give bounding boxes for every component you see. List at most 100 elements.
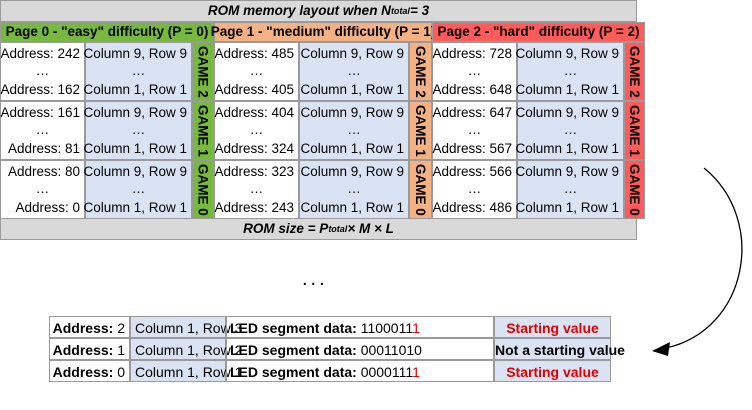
location-low: Column 1, Row 1	[300, 141, 404, 156]
address-cell: Address: 404 … Address: 324	[214, 101, 299, 160]
location-low: Column 1, Row 1	[515, 141, 619, 156]
page-0-header: Page 0 - "easy" difficulty (P = 0)	[0, 22, 214, 42]
address-cell: Address: 80 … Address: 0	[0, 160, 85, 219]
location-ellipsis: …	[563, 63, 578, 78]
game-label: GAME 0	[413, 163, 428, 216]
detail-location-cell: Column 1, Row 3	[130, 316, 242, 338]
detail-address-value: 2	[117, 320, 125, 336]
address-ellipsis: …	[35, 181, 50, 196]
address-high: Address: 323	[214, 164, 294, 179]
detail-status-cell: Starting value	[494, 360, 611, 382]
detail-led-bits: 0000111	[360, 364, 413, 380]
game-label-cell: GAME 0	[192, 160, 214, 219]
detail-table: Address: 2 Column 1, Row 3 LED segment dat…	[49, 316, 625, 382]
address-cell: Address: 242 … Address: 162	[0, 42, 85, 101]
footer-subscript: total	[328, 223, 348, 234]
location-cell: Column 9, Row 9 … Column 1, Row 1	[299, 101, 409, 160]
location-ellipsis: …	[563, 122, 578, 137]
location-high: Column 9, Row 9	[83, 105, 187, 120]
detail-location: Column 1, Row 3	[135, 320, 243, 336]
title-suffix: = 3	[409, 3, 430, 19]
page-2-header: Page 2 - "hard" difficulty (P = 2)	[432, 22, 645, 42]
address-ellipsis: …	[467, 122, 482, 137]
detail-status: Not a starting value	[495, 342, 625, 358]
location-ellipsis: …	[131, 122, 146, 137]
address-low: Address: 81	[7, 141, 80, 156]
detail-led-bits: 1100011	[360, 320, 413, 336]
page-1-header: Page 1 - "medium" difficulty (P = 1)	[211, 22, 435, 42]
detail-status-cell: Not a starting value	[494, 338, 625, 360]
address-ellipsis: …	[35, 63, 50, 78]
gap-ellipsis: ...	[302, 268, 328, 290]
footer-suffix: × M × L	[347, 221, 394, 237]
location-ellipsis: …	[347, 63, 361, 78]
game-label-cell: GAME 1	[192, 101, 214, 160]
address-low: Address: 0	[15, 200, 80, 215]
address-cell: Address: 485 … Address: 405	[214, 42, 299, 101]
location-low: Column 1, Row 1	[515, 200, 619, 215]
location-cell: Column 9, Row 9 … Column 1, Row 1	[83, 101, 192, 160]
address-low: Address: 567	[432, 141, 512, 156]
detail-led-label: LED segment data:	[230, 320, 357, 336]
detail-led-label: LED segment data:	[230, 342, 357, 358]
address-high: Address: 242	[0, 46, 80, 61]
address-ellipsis: …	[249, 122, 264, 137]
location-cell: Column 9, Row 9 … Column 1, Row 1	[299, 42, 409, 101]
location-low: Column 1, Row 1	[83, 82, 187, 97]
location-low: Column 1, Row 1	[83, 141, 187, 156]
address-high: Address: 647	[432, 105, 512, 120]
address-low: Address: 243	[214, 200, 294, 215]
address-high: Address: 80	[7, 164, 80, 179]
detail-address-label: Address:	[52, 364, 114, 380]
address-low: Address: 405	[214, 82, 294, 97]
game-label: GAME 1	[627, 104, 642, 157]
footer-prefix: ROM size = P	[243, 221, 329, 237]
address-low: Address: 648	[432, 82, 512, 97]
detail-led-cell: LED segment data: 00011010	[226, 338, 494, 360]
location-ellipsis: …	[563, 181, 578, 196]
detail-led-last-bit: 1	[412, 320, 420, 336]
address-cell: Address: 647 … Address: 567	[432, 101, 517, 160]
detail-location: Column 1, Row 1	[135, 364, 243, 380]
location-high: Column 9, Row 9	[300, 164, 404, 179]
detail-address-cell: Address: 1	[49, 338, 130, 360]
location-high: Column 9, Row 9	[515, 46, 619, 61]
game-label-cell: GAME 2	[624, 42, 645, 101]
detail-led-label: LED segment data:	[230, 364, 357, 380]
detail-status: Starting value	[506, 320, 599, 336]
detail-address-label: Address:	[52, 320, 114, 336]
detail-led-cell: LED segment data: 11000111	[226, 316, 494, 338]
location-high: Column 9, Row 9	[83, 46, 187, 61]
address-ellipsis: …	[249, 181, 264, 196]
game-label-cell: GAME 2	[192, 42, 214, 101]
game-label-cell: GAME 0	[409, 160, 432, 219]
location-ellipsis: …	[347, 181, 361, 196]
game-label-cell: GAME 0	[624, 160, 645, 219]
detail-location-cell: Column 1, Row 2	[130, 338, 242, 360]
location-high: Column 9, Row 9	[83, 164, 187, 179]
location-cell: Column 9, Row 9 … Column 1, Row 1	[83, 42, 192, 101]
game-label-cell: GAME 2	[409, 42, 432, 101]
detail-location-cell: Column 1, Row 1	[130, 360, 242, 382]
location-ellipsis: …	[131, 181, 146, 196]
detail-led-bits: 00011010	[360, 342, 422, 358]
location-high: Column 9, Row 9	[300, 46, 404, 61]
location-low: Column 1, Row 1	[83, 200, 187, 215]
game-label: GAME 1	[413, 104, 428, 157]
detail-address-value: 0	[117, 364, 125, 380]
location-cell: Column 9, Row 9 … Column 1, Row 1	[515, 42, 624, 101]
address-high: Address: 161	[0, 105, 80, 120]
address-cell: Address: 728 … Address: 648	[432, 42, 517, 101]
game-label: GAME 2	[413, 45, 428, 98]
game-label: GAME 0	[627, 163, 642, 216]
location-high: Column 9, Row 9	[515, 164, 619, 179]
detail-address-label: Address:	[52, 342, 114, 358]
game-label-cell: GAME 1	[624, 101, 645, 160]
title-prefix: ROM memory layout when N	[207, 3, 391, 19]
detail-address-cell: Address: 2	[49, 316, 130, 338]
detail-led-cell: LED segment data: 00001111	[226, 360, 494, 382]
title-subscript: total	[390, 5, 410, 16]
